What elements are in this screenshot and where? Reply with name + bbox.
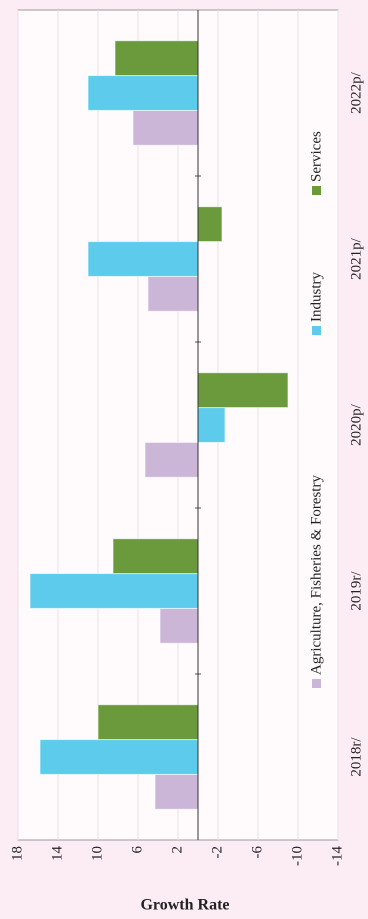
y-tick-label: -14 bbox=[329, 846, 345, 866]
legend-label: Services bbox=[308, 131, 324, 182]
bar bbox=[159, 607, 199, 644]
y-tick-label: 18 bbox=[9, 846, 25, 861]
y-tick-label: 2 bbox=[169, 846, 185, 854]
x-tick-label: 2020p/ bbox=[348, 403, 364, 446]
legend-swatch bbox=[312, 326, 321, 335]
bar bbox=[132, 109, 199, 146]
legend-label: Agriculture, Fisheries & Forestry bbox=[308, 475, 324, 675]
bar bbox=[39, 739, 199, 775]
y-tick-label: -6 bbox=[249, 846, 265, 859]
bar bbox=[29, 573, 199, 609]
bar bbox=[197, 206, 223, 243]
x-tick-label: 2018r/ bbox=[348, 737, 364, 777]
y-tick-label: 10 bbox=[89, 846, 105, 861]
bar bbox=[87, 75, 199, 111]
y-tick-label: -10 bbox=[289, 846, 305, 866]
x-tick-label: 2022p/ bbox=[348, 71, 364, 114]
rotated-plot: 18 14 10 6 2 -2 -6 -10 -14 2018r/2019r/2020p/2021… bbox=[9, 9, 364, 866]
bar bbox=[114, 40, 199, 77]
y-tick-label: -2 bbox=[209, 846, 225, 859]
bar bbox=[97, 704, 199, 741]
x-tick-label: 2019r/ bbox=[348, 571, 364, 611]
bar bbox=[87, 241, 199, 277]
x-tick-label: 2021p/ bbox=[348, 237, 364, 280]
legend-swatch bbox=[312, 679, 321, 688]
bar bbox=[197, 372, 289, 409]
y-tick-label: 6 bbox=[129, 846, 145, 854]
bar bbox=[147, 275, 199, 312]
bar bbox=[197, 407, 226, 443]
legend-swatch bbox=[312, 186, 321, 195]
y-tick-label: 14 bbox=[49, 846, 65, 862]
bar bbox=[144, 441, 199, 478]
bar bbox=[112, 538, 199, 575]
y-axis-title: Growth Rate bbox=[140, 897, 229, 914]
legend-label: Industry bbox=[308, 272, 324, 322]
bar bbox=[154, 773, 199, 810]
